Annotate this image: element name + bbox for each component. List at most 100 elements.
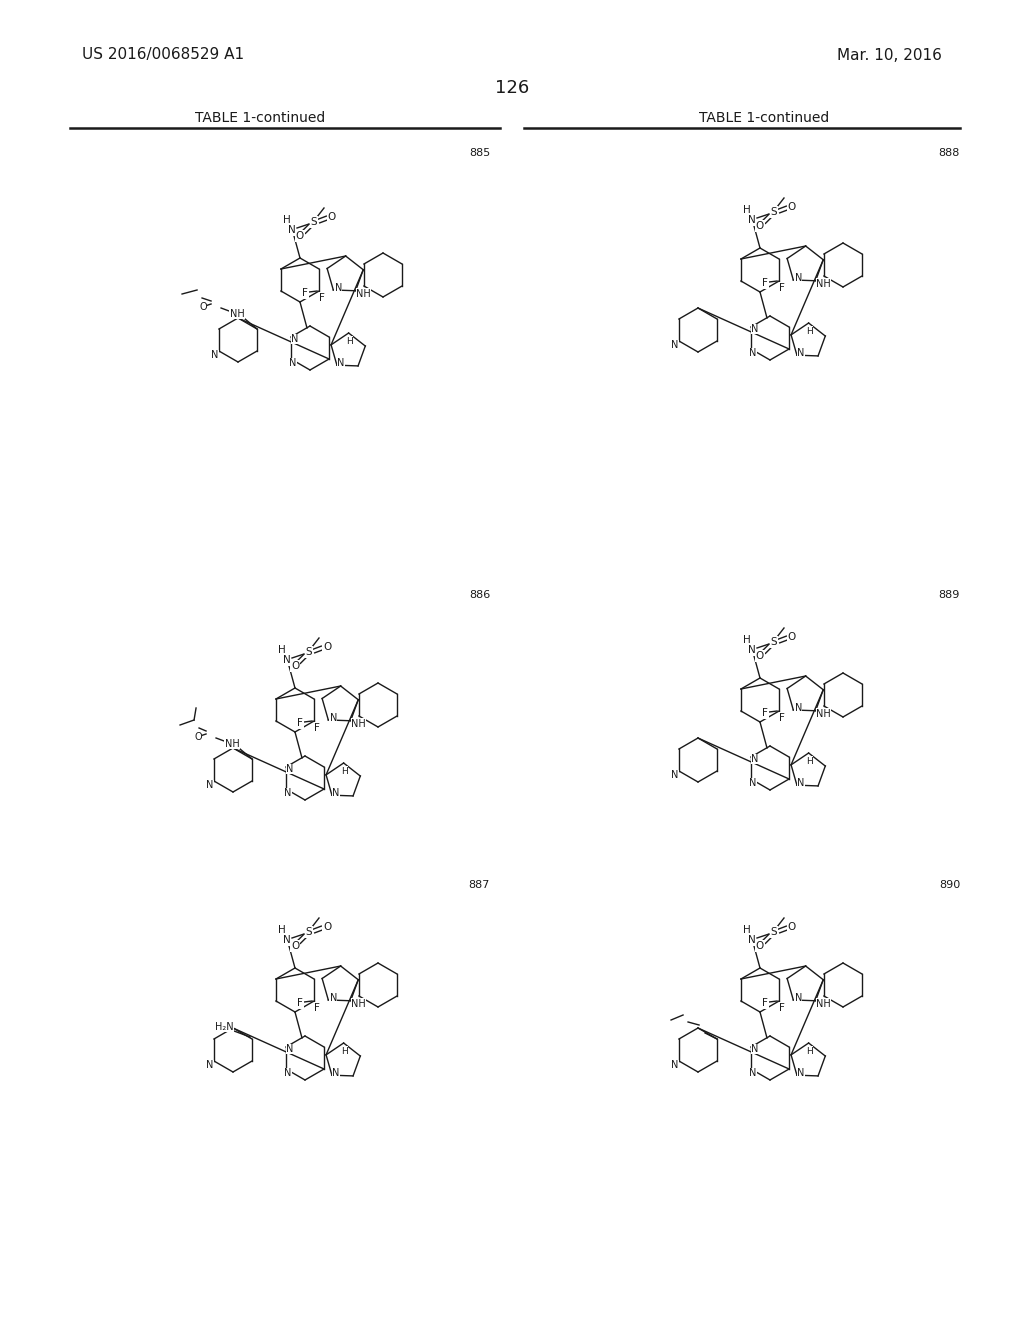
Text: O: O: [756, 220, 764, 231]
Text: NH: NH: [816, 709, 831, 719]
Text: N: N: [752, 1044, 759, 1053]
Text: N: N: [750, 1068, 757, 1078]
Text: N: N: [795, 993, 802, 1003]
Text: N: N: [283, 935, 291, 945]
Text: O: O: [195, 733, 202, 742]
Text: S: S: [306, 927, 312, 937]
Text: H: H: [279, 645, 286, 655]
Text: N: N: [287, 1044, 294, 1053]
Text: 885: 885: [469, 148, 490, 158]
Text: N: N: [287, 764, 294, 774]
Text: N: N: [285, 788, 292, 799]
Text: N: N: [750, 348, 757, 358]
Text: N: N: [285, 1068, 292, 1078]
Text: S: S: [306, 647, 312, 657]
Text: F: F: [762, 708, 768, 718]
Text: NH: NH: [351, 999, 366, 1008]
Text: TABLE 1-continued: TABLE 1-continued: [195, 111, 326, 125]
Text: N: N: [288, 224, 296, 235]
Text: NH: NH: [229, 309, 245, 319]
Text: 890: 890: [939, 880, 961, 890]
Text: N: N: [330, 713, 337, 723]
Text: 126: 126: [495, 79, 529, 96]
Text: N: N: [335, 282, 342, 293]
Text: TABLE 1-continued: TABLE 1-continued: [698, 111, 829, 125]
Text: S: S: [771, 207, 777, 216]
Text: O: O: [323, 921, 331, 932]
Text: N: N: [211, 350, 219, 360]
Text: F: F: [779, 282, 785, 293]
Text: N: N: [337, 358, 345, 368]
Text: N: N: [798, 348, 805, 358]
Text: O: O: [787, 632, 796, 642]
Text: S: S: [771, 638, 777, 647]
Text: F: F: [314, 723, 319, 733]
Text: H₂N: H₂N: [215, 1022, 233, 1032]
Text: N: N: [672, 770, 679, 780]
Text: O: O: [787, 921, 796, 932]
Text: N: N: [750, 777, 757, 788]
Text: H: H: [743, 205, 751, 215]
Text: 888: 888: [939, 148, 961, 158]
Text: F: F: [302, 288, 308, 298]
Text: N: N: [672, 341, 679, 350]
Text: H: H: [806, 326, 813, 335]
Text: O: O: [756, 651, 764, 661]
Text: O: O: [323, 642, 331, 652]
Text: NH: NH: [356, 289, 371, 298]
Text: 887: 887: [469, 880, 490, 890]
Text: N: N: [798, 1068, 805, 1078]
Text: O: O: [787, 202, 796, 213]
Text: NH: NH: [816, 999, 831, 1008]
Text: N: N: [672, 1060, 679, 1071]
Text: F: F: [779, 713, 785, 723]
Text: H: H: [341, 1047, 348, 1056]
Text: H: H: [279, 925, 286, 935]
Text: F: F: [297, 718, 303, 729]
Text: NH: NH: [351, 719, 366, 729]
Text: 886: 886: [469, 590, 490, 601]
Text: N: N: [752, 323, 759, 334]
Text: O: O: [200, 302, 207, 312]
Text: H: H: [743, 635, 751, 645]
Text: N: N: [289, 358, 297, 368]
Text: H: H: [283, 215, 291, 224]
Text: N: N: [749, 645, 756, 655]
Text: F: F: [319, 293, 325, 304]
Text: H: H: [346, 337, 353, 346]
Text: US 2016/0068529 A1: US 2016/0068529 A1: [82, 48, 244, 62]
Text: N: N: [749, 935, 756, 945]
Text: O: O: [291, 661, 299, 671]
Text: H: H: [806, 1047, 813, 1056]
Text: O: O: [296, 231, 304, 242]
Text: H: H: [341, 767, 348, 776]
Text: N: N: [283, 655, 291, 665]
Text: NH: NH: [224, 739, 240, 748]
Text: N: N: [330, 993, 337, 1003]
Text: S: S: [771, 927, 777, 937]
Text: H: H: [806, 756, 813, 766]
Text: O: O: [756, 941, 764, 950]
Text: NH: NH: [816, 279, 831, 289]
Text: F: F: [779, 1003, 785, 1012]
Text: N: N: [332, 1068, 340, 1078]
Text: F: F: [762, 998, 768, 1008]
Text: H: H: [743, 925, 751, 935]
Text: 889: 889: [939, 590, 961, 601]
Text: N: N: [206, 780, 214, 789]
Text: N: N: [752, 754, 759, 764]
Text: Mar. 10, 2016: Mar. 10, 2016: [838, 48, 942, 62]
Text: N: N: [749, 215, 756, 224]
Text: N: N: [206, 1060, 214, 1071]
Text: N: N: [332, 788, 340, 799]
Text: N: N: [795, 704, 802, 713]
Text: N: N: [795, 273, 802, 282]
Text: F: F: [297, 998, 303, 1008]
Text: O: O: [291, 941, 299, 950]
Text: O: O: [328, 213, 336, 222]
Text: F: F: [762, 279, 768, 288]
Text: F: F: [314, 1003, 319, 1012]
Text: N: N: [798, 779, 805, 788]
Text: N: N: [291, 334, 299, 345]
Text: S: S: [310, 216, 317, 227]
